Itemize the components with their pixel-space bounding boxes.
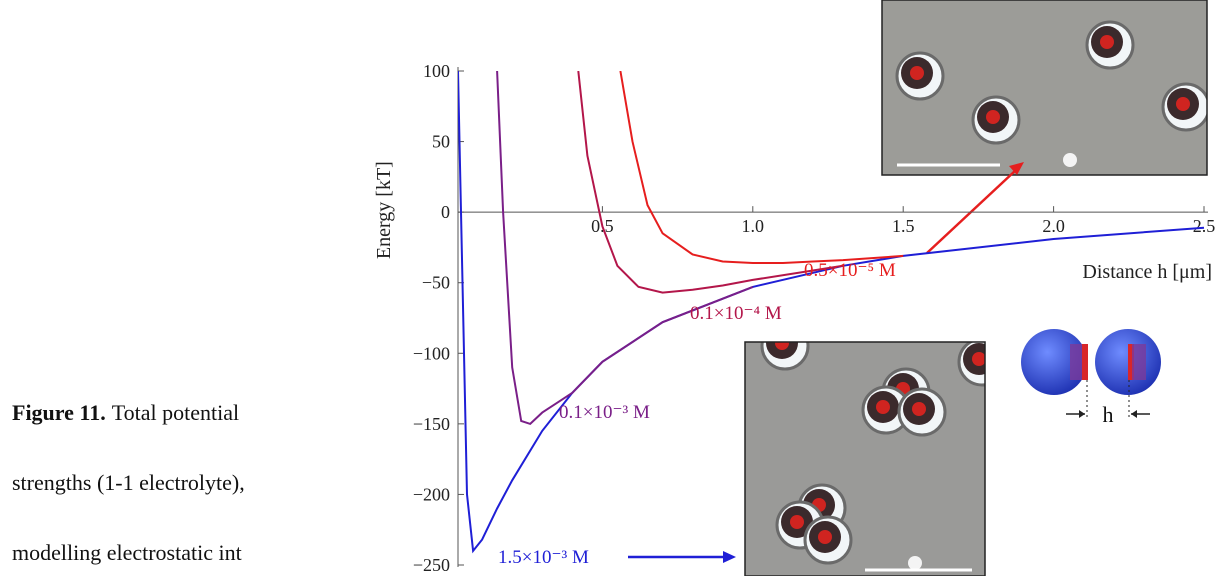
- series-label: 0.5×10⁻⁵ M: [804, 260, 896, 281]
- y-tick-label: −200: [413, 484, 450, 504]
- y-tick-label: −150: [413, 414, 450, 434]
- figure-label: Figure 11.: [12, 400, 106, 425]
- series-label: 0.1×10⁻⁴ M: [690, 303, 782, 324]
- arrow: [926, 169, 1017, 254]
- x-axis-label: Distance h [μm]: [1082, 261, 1212, 283]
- inset-frame: [881, 0, 1208, 176]
- y-tick-label: −100: [413, 343, 450, 363]
- y-tick-label: −50: [422, 273, 450, 293]
- micrograph-top: [882, 0, 1207, 175]
- y-tick-label: 50: [432, 132, 450, 152]
- caption-line: modelling electrostatic int: [12, 540, 242, 565]
- series-line: [458, 71, 1205, 554]
- caption-line: strengths (1-1 electrolyte),: [12, 470, 245, 495]
- y-axis-label: Energy [kT]: [373, 161, 395, 259]
- series-label: 0.1×10⁻³ M: [559, 402, 650, 423]
- caption: Figure 11. Total potential strengths (1-1…: [12, 400, 245, 565]
- series-label: 1.5×10⁻³ M: [498, 547, 589, 568]
- arrowhead: [723, 551, 736, 563]
- series-line: [619, 71, 904, 264]
- caption-text: Total potential: [112, 400, 239, 425]
- arrowhead: [1009, 162, 1024, 175]
- x-tick-label: 1.0: [742, 216, 765, 236]
- x-tick-label: 1.5: [892, 216, 915, 236]
- caption-line: Figure 11. Total potential: [12, 400, 239, 425]
- x-tick-label: 2.5: [1193, 216, 1216, 236]
- micrograph-bottom: [745, 342, 985, 576]
- y-tick-label: 100: [423, 61, 450, 81]
- series-line: [496, 71, 754, 426]
- y-tick-label: −250: [413, 555, 450, 575]
- diagram-label: h: [1103, 402, 1114, 427]
- x-tick-label: 2.0: [1042, 216, 1065, 236]
- series-line: [577, 71, 844, 294]
- y-tick-label: 0: [441, 202, 450, 222]
- sphere-diagram: h: [1021, 329, 1161, 427]
- inset-frame: [744, 341, 986, 576]
